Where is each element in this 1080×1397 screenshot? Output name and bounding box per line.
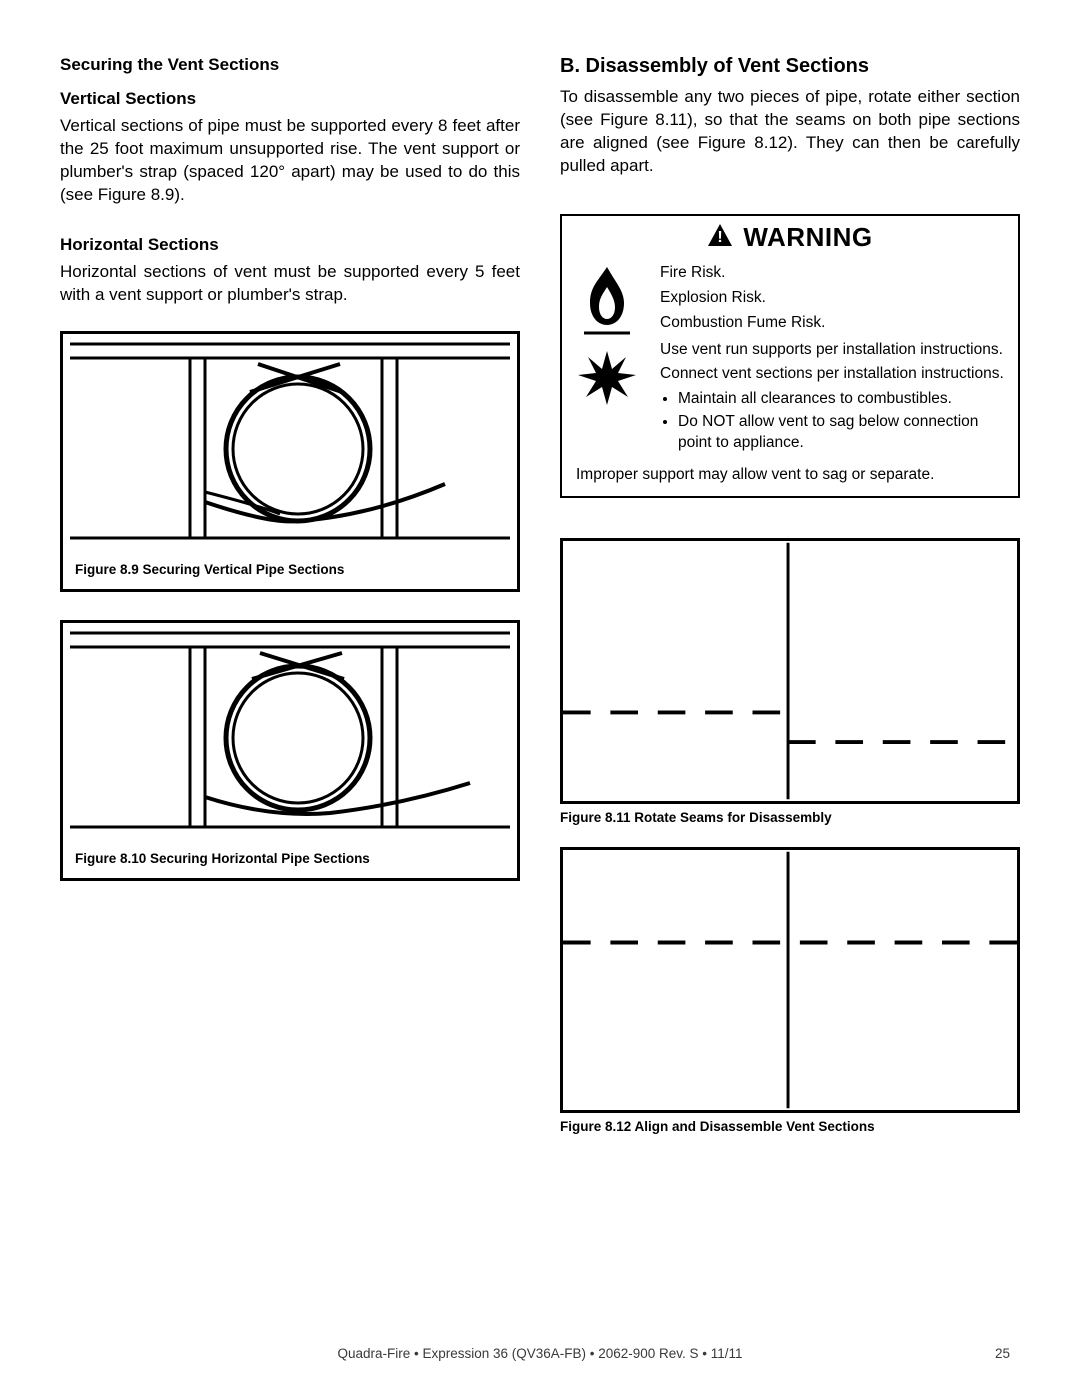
horizontal-paragraph: Horizontal sections of vent must be supp… <box>60 261 520 307</box>
vertical-paragraph: Vertical sections of pipe must be suppor… <box>60 115 520 207</box>
page-footer: Quadra-Fire • Expression 36 (QV36A-FB) •… <box>0 1346 1080 1361</box>
explosion-icon <box>576 347 638 407</box>
warn-footer: Improper support may allow vent to sag o… <box>562 466 1018 496</box>
figure-8-11-caption: Figure 8.11 Rotate Seams for Disassembly <box>560 810 1020 825</box>
footer-text: Quadra-Fire • Expression 36 (QV36A-FB) •… <box>337 1346 742 1361</box>
flame-icon <box>576 263 638 341</box>
warn-bullet-clearances: Maintain all clearances to combustibles. <box>678 389 1004 410</box>
figure-8-10-caption: Figure 8.10 Securing Horizontal Pipe Sec… <box>63 841 517 878</box>
left-column: Securing the Vent Sections Vertical Sect… <box>60 55 520 1134</box>
warn-supports: Use vent run supports per installation i… <box>660 340 1004 361</box>
warning-title: WARNING <box>743 222 872 253</box>
securing-heading: Securing the Vent Sections <box>60 55 520 75</box>
horizontal-heading: Horizontal Sections <box>60 235 520 255</box>
warn-fume-risk: Combustion Fume Risk. <box>660 313 1004 334</box>
warn-fire-risk: Fire Risk. <box>660 263 1004 284</box>
page-number: 25 <box>995 1346 1010 1361</box>
right-column: B. Disassembly of Vent Sections To disas… <box>560 55 1020 1134</box>
figure-8-12-svg <box>563 850 1017 1110</box>
figure-8-11-svg <box>563 541 1017 801</box>
figure-8-12 <box>560 847 1020 1113</box>
section-b-paragraph: To disassemble any two pieces of pipe, r… <box>560 86 1020 178</box>
section-b-title: B. Disassembly of Vent Sections <box>560 55 1020 78</box>
warn-bullet-sag: Do NOT allow vent to sag below connectio… <box>678 412 1004 454</box>
warn-connect: Connect vent sections per installation i… <box>660 364 1004 385</box>
warn-explosion-risk: Explosion Risk. <box>660 288 1004 309</box>
figure-8-9-caption: Figure 8.9 Securing Vertical Pipe Sectio… <box>63 552 517 589</box>
figure-8-10-svg <box>63 623 517 841</box>
vertical-heading: Vertical Sections <box>60 89 520 109</box>
warning-triangle-icon: ! <box>707 223 733 252</box>
figure-8-9-svg <box>63 334 517 552</box>
warning-box: ! WARNING Fire Risk. Explo <box>560 214 1020 498</box>
figure-8-12-caption: Figure 8.12 Align and Disassemble Vent S… <box>560 1119 1020 1134</box>
figure-8-10: Figure 8.10 Securing Horizontal Pipe Sec… <box>60 620 520 881</box>
svg-text:!: ! <box>718 229 723 246</box>
figure-8-9: Figure 8.9 Securing Vertical Pipe Sectio… <box>60 331 520 592</box>
figure-8-11 <box>560 538 1020 804</box>
